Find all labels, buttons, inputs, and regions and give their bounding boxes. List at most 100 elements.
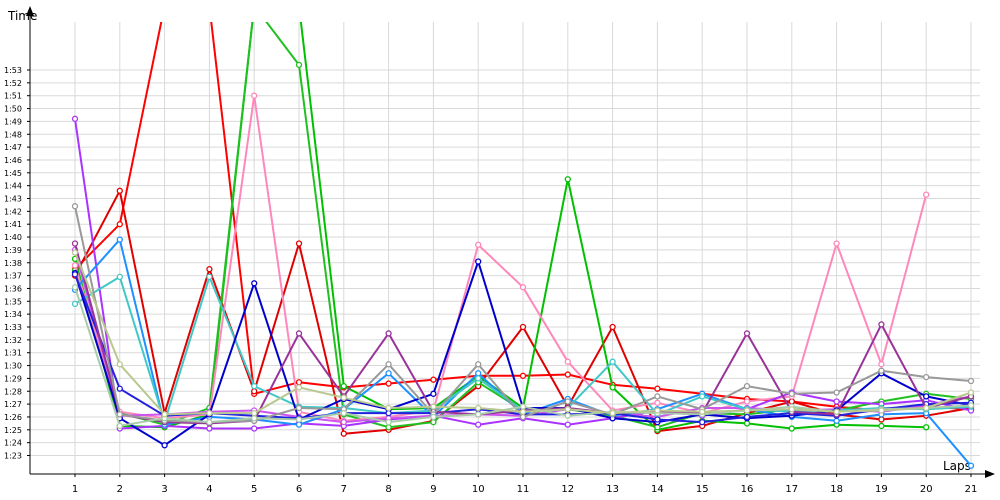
- data-point: [654, 424, 661, 431]
- data-point: [788, 406, 795, 413]
- data-point: [878, 407, 885, 414]
- data-point: [743, 407, 751, 414]
- x-tick-label: 7: [341, 484, 347, 495]
- data-point: [116, 221, 123, 228]
- x-axis-title: Laps: [943, 459, 971, 473]
- data-point: [430, 390, 437, 397]
- data-point: [251, 425, 258, 432]
- data-point: [385, 380, 392, 387]
- data-point: [788, 398, 795, 405]
- data-point: [385, 409, 392, 417]
- data-point: [430, 418, 437, 426]
- data-point: [519, 408, 527, 415]
- data-point: [295, 240, 303, 247]
- data-point: [564, 412, 571, 419]
- x-axis-arrow: [985, 470, 995, 478]
- y-tick-label: 1:48: [4, 130, 22, 139]
- data-point: [564, 176, 571, 183]
- y-tick-label: 1:40: [4, 233, 22, 242]
- data-point: [475, 375, 482, 382]
- y-tick-label: 1:23: [4, 452, 22, 461]
- data-point: [699, 408, 706, 415]
- y-tick-label: 1:41: [4, 220, 22, 229]
- data-point: [833, 398, 840, 405]
- data-point: [743, 382, 751, 390]
- data-point: [699, 393, 706, 400]
- y-tick-label: 1:42: [4, 207, 22, 216]
- data-point: [295, 61, 303, 69]
- data-point: [743, 420, 751, 427]
- series-line: [74, 22, 927, 431]
- data-point: [654, 393, 661, 400]
- y-tick-label: 1:51: [4, 92, 22, 101]
- data-point: [475, 258, 482, 265]
- data-point: [878, 321, 885, 328]
- y-tick-label: 1:32: [4, 336, 22, 345]
- y-tick-label: 1:36: [4, 284, 22, 293]
- data-point: [385, 424, 392, 431]
- data-point: [71, 203, 79, 210]
- data-point: [743, 398, 751, 405]
- data-point: [385, 361, 392, 368]
- x-tick-label: 4: [206, 484, 212, 495]
- y-tick-label: 1:49: [4, 117, 22, 126]
- data-point: [251, 280, 258, 287]
- x-tick-label: 20: [920, 484, 933, 495]
- data-point: [564, 358, 571, 365]
- y-tick-label: 1:39: [4, 246, 22, 255]
- x-tick-label: 21: [965, 484, 978, 495]
- data-point: [71, 271, 79, 278]
- data-point: [385, 370, 392, 377]
- x-tick-label: 10: [472, 484, 485, 495]
- data-point: [385, 418, 392, 426]
- data-point: [385, 330, 392, 337]
- data-point: [71, 249, 79, 256]
- data-point: [116, 273, 123, 281]
- data-point: [116, 361, 123, 368]
- y-tick-label: 1:30: [4, 362, 22, 371]
- y-tick-label: 1:31: [4, 349, 22, 358]
- data-point: [923, 424, 930, 431]
- data-point: [161, 442, 168, 449]
- data-point: [206, 266, 213, 273]
- data-point: [654, 399, 661, 406]
- data-point: [743, 330, 751, 337]
- data-point: [251, 92, 258, 99]
- data-point: [71, 300, 79, 308]
- y-tick-label: 1:43: [4, 195, 22, 204]
- series-group: [71, 22, 975, 469]
- data-point: [609, 358, 616, 365]
- y-tick-label: 1:52: [4, 79, 22, 88]
- data-point: [833, 389, 840, 396]
- x-tick-label: 2: [117, 484, 123, 495]
- series-line: [74, 94, 928, 422]
- data-point: [385, 404, 392, 412]
- data-point: [430, 376, 437, 383]
- data-point: [251, 388, 258, 395]
- x-axis-ticks: 1 2 3 4 5 6 7 8 9 10 11 12 13 14 15 16 17 18 19 20 21: [72, 474, 978, 495]
- data-point: [206, 418, 213, 426]
- data-point: [967, 389, 975, 396]
- data-point: [475, 241, 482, 248]
- data-point: [654, 407, 661, 414]
- x-tick-label: 11: [517, 484, 530, 495]
- data-point: [295, 330, 303, 337]
- data-point: [475, 404, 482, 412]
- data-point: [788, 390, 795, 397]
- data-point: [251, 409, 258, 417]
- data-point: [923, 393, 930, 400]
- data-point: [878, 361, 885, 368]
- data-point: [161, 411, 168, 418]
- data-point: [475, 370, 482, 377]
- data-point: [923, 191, 930, 198]
- data-point: [71, 284, 79, 291]
- data-point: [295, 379, 303, 386]
- data-point: [116, 236, 123, 243]
- y-tick-label: 1:50: [4, 105, 22, 114]
- x-tick-label: 14: [651, 484, 664, 495]
- y-axis-ticks: 1:23 1:24 1:25 1:26 1:27 1:28 1:29 1:30 1:31 1:32…: [4, 66, 30, 461]
- data-point: [654, 385, 661, 392]
- x-tick-label: 13: [606, 484, 619, 495]
- data-point: [116, 187, 123, 194]
